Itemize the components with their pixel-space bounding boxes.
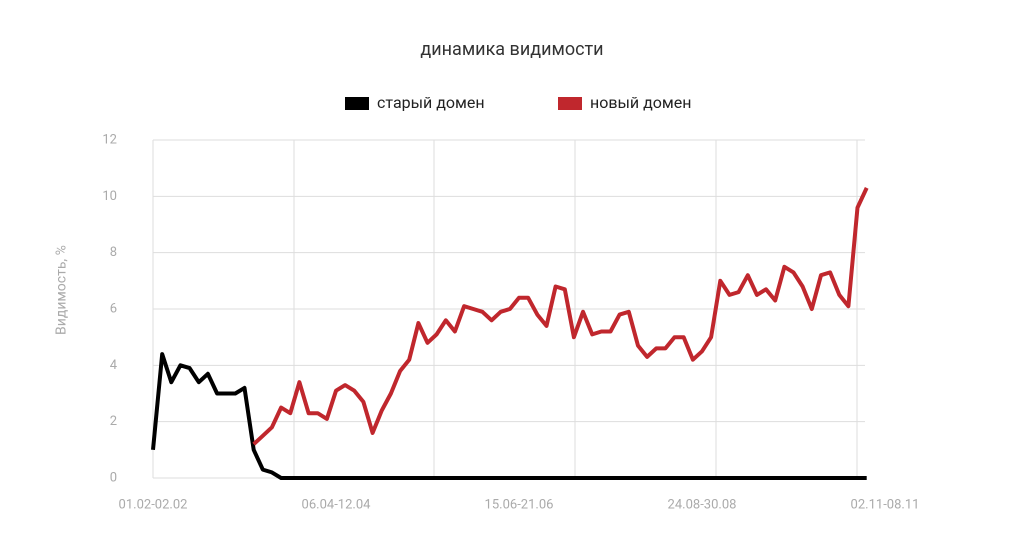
legend-swatch [558, 97, 582, 110]
x-tick-label: 02.11-08.11 [851, 497, 920, 512]
y-tick-label: 0 [110, 470, 117, 485]
series-line [252, 187, 869, 446]
y-tick-label: 10 [102, 189, 117, 204]
y-tick-label: 8 [110, 245, 117, 260]
x-tick-label: 24.08-30.08 [668, 497, 737, 512]
legend-label: старый домен [377, 93, 485, 112]
x-tick-label: 15.06-21.06 [485, 497, 554, 512]
legend-label: новый домен [590, 93, 691, 112]
y-tick-label: 2 [110, 414, 117, 429]
chart-title: динамика видимости [420, 39, 603, 60]
x-tick-label: 01.02-02.02 [119, 497, 188, 512]
y-tick-label: 12 [102, 132, 117, 147]
y-tick-label: 4 [110, 358, 118, 373]
x-tick-label: 06.04-12.04 [302, 497, 372, 512]
series-line [151, 352, 867, 480]
y-tick-label: 6 [110, 301, 117, 316]
y-axis-label: Видимость, % [54, 245, 70, 335]
legend-swatch [345, 97, 369, 110]
